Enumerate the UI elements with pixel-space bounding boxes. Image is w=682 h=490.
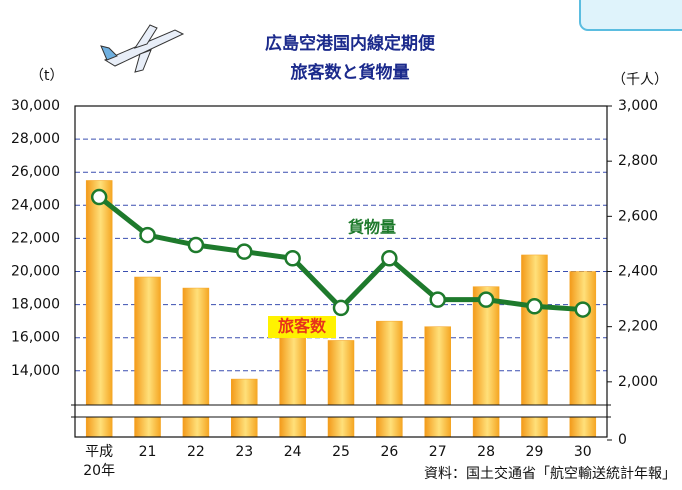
- y2-tick-label: 2,600: [618, 208, 658, 224]
- bar: [327, 340, 355, 438]
- line-marker: [526, 298, 543, 315]
- y2-tick-label: 0: [618, 432, 627, 448]
- y2-tick-label: 2,000: [618, 374, 658, 390]
- x-tick-label: 21: [138, 444, 157, 460]
- chart-subtitle: 旅客数と貨物量: [291, 62, 410, 83]
- y-tick-label: 22,000: [11, 230, 60, 246]
- line-marker: [429, 291, 446, 308]
- chart-title: 広島空港国内線定期便: [265, 33, 436, 54]
- series-label: 貨物量: [348, 218, 396, 237]
- x-tick-label: 27: [428, 444, 447, 460]
- label-highlight: [268, 316, 336, 338]
- y-tick-label: 28,000: [11, 131, 60, 147]
- y-tick-label: 18,000: [11, 297, 60, 313]
- x-tick-label: 23: [235, 444, 254, 460]
- y2-tick-label: 2,400: [618, 264, 658, 280]
- x-tick-label: 22: [186, 444, 205, 460]
- x-tick-label: 24: [283, 444, 302, 460]
- tab-button: [579, 0, 682, 31]
- x-tick-label: 29: [525, 444, 544, 460]
- line-marker: [381, 250, 398, 267]
- y2-tick-label: 2,200: [618, 319, 658, 335]
- x-tick-label: 30: [573, 444, 592, 460]
- line-marker: [90, 188, 108, 206]
- y-tick-label: 20,000: [11, 264, 60, 280]
- line-marker: [332, 299, 350, 317]
- series-label: 旅客数: [278, 317, 327, 336]
- plot-frame: [74, 105, 608, 438]
- y2-tick-label: 3,000: [618, 98, 658, 114]
- line-marker: [187, 236, 205, 254]
- bar: [424, 326, 451, 438]
- y-tick-label: 30,000: [11, 98, 60, 114]
- y-axis-label: （t）: [30, 68, 64, 84]
- line-marker: [284, 250, 301, 267]
- y-tick-label: 16,000: [11, 330, 60, 346]
- x-tick-label: 28: [477, 444, 495, 460]
- line-marker: [574, 301, 592, 318]
- axis-break: [71, 405, 611, 417]
- line-marker: [477, 291, 495, 308]
- line-marker: [139, 226, 156, 244]
- y-tick-label: 26,000: [11, 164, 60, 180]
- bar: [279, 337, 306, 438]
- x-tick-label: 平成20年: [83, 444, 116, 479]
- x-tick-label: 25: [332, 444, 350, 460]
- line-marker: [236, 243, 253, 260]
- y-tick-label: 24,000: [11, 197, 60, 213]
- y-tick-label: 14,000: [11, 363, 60, 379]
- source-note: 資料：国土交通省「航空輸送統計年報」: [424, 465, 676, 482]
- x-tick-label: 26: [380, 444, 399, 460]
- bar: [376, 320, 403, 438]
- bar: [85, 180, 113, 438]
- y2-axis-label: （千人）: [612, 72, 668, 88]
- airplane-icon: [100, 24, 185, 73]
- y2-tick-label: 2,800: [618, 153, 658, 169]
